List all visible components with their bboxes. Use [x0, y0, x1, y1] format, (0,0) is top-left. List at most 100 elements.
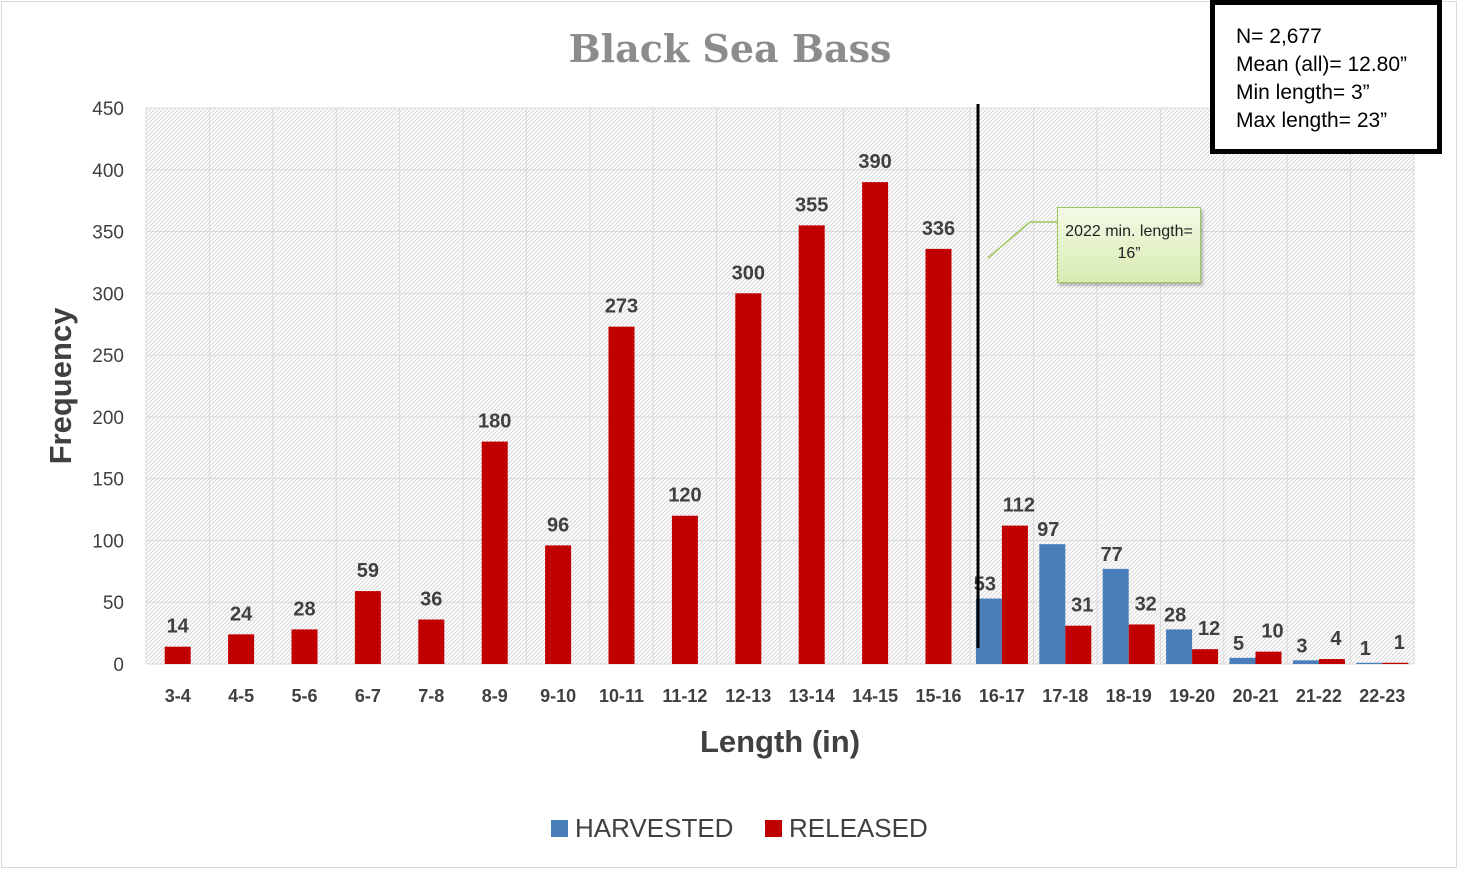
bar-released [1192, 649, 1219, 664]
y-tick-label: 250 [92, 346, 124, 367]
y-tick-label: 0 [113, 655, 124, 676]
bar-harvested [1039, 544, 1066, 664]
bar-released [354, 591, 381, 664]
y-tick-label: 450 [92, 99, 124, 120]
x-tick-label: 3-4 [165, 686, 191, 706]
bar-harvested [1166, 629, 1193, 664]
bar-harvested [1229, 657, 1256, 664]
bar-released [608, 326, 635, 664]
x-tick-label: 14-15 [852, 686, 898, 706]
data-label-released: 390 [858, 151, 891, 173]
data-label-released: 59 [357, 560, 379, 582]
legend: HARVESTED RELEASED [551, 813, 928, 843]
bar-released [1065, 625, 1092, 664]
bar-released [1255, 651, 1282, 664]
callout-leader-line [987, 221, 1031, 259]
bar-released [1382, 662, 1409, 664]
data-label-harvested: 5 [1233, 633, 1244, 655]
legend-swatch-harvested [551, 820, 568, 837]
data-label-released: 31 [1071, 595, 1093, 617]
data-label-harvested: 1 [1360, 638, 1371, 660]
bar-released [481, 441, 508, 664]
x-tick-label: 22-23 [1359, 686, 1405, 706]
x-tick-label: 6-7 [355, 686, 381, 706]
stats-max: Max length= 23” [1236, 109, 1388, 132]
data-label-harvested: 97 [1037, 519, 1059, 541]
data-label-released: 1 [1394, 632, 1405, 654]
bar-released [418, 619, 445, 664]
x-tick-label: 7-8 [418, 686, 444, 706]
chart-title: Black Sea Bass [569, 26, 892, 71]
data-label-harvested: 28 [1164, 604, 1186, 626]
data-label-harvested: 3 [1296, 635, 1307, 657]
y-tick-label: 100 [92, 531, 124, 552]
data-label-released: 336 [922, 218, 955, 240]
bar-harvested [1356, 662, 1383, 664]
data-label-released: 112 [1003, 495, 1035, 517]
x-tick-label: 19-20 [1169, 686, 1215, 706]
x-tick-label: 13-14 [789, 686, 835, 706]
bar-released [291, 629, 318, 664]
grid-layer [145, 107, 1415, 665]
bar-released [925, 248, 952, 664]
data-label-released: 300 [732, 262, 765, 284]
bar-released [671, 515, 698, 664]
x-tick-label: 17-18 [1042, 686, 1088, 706]
bar-released [798, 225, 825, 664]
bar-released [735, 293, 762, 664]
y-tick-label: 350 [92, 223, 124, 244]
labels-layer: 0501001502002503003504004503-4144-5245-6… [92, 99, 1405, 706]
data-label-released: 273 [605, 296, 638, 318]
legend-label-released: RELEASED [789, 813, 928, 843]
x-tick-label: 21-22 [1296, 686, 1342, 706]
bar-harvested [975, 598, 1002, 664]
callout-text: 2022 min. length= 16” [1065, 223, 1193, 262]
y-tick-label: 150 [92, 470, 124, 491]
stats-box: N= 2,677 Mean (all)= 12.80” Min length= … [1210, 0, 1442, 154]
x-tick-label: 9-10 [540, 686, 576, 706]
data-label-released: 355 [795, 194, 828, 216]
x-tick-label: 16-17 [979, 686, 1025, 706]
legend-label-harvested: HARVESTED [575, 813, 733, 843]
x-tick-label: 18-19 [1106, 686, 1152, 706]
y-tick-label: 200 [92, 408, 124, 429]
data-label-released: 4 [1330, 628, 1342, 650]
bar-harvested [1292, 660, 1319, 664]
bar-released [545, 545, 572, 664]
bar-released [1318, 659, 1345, 664]
data-label-released: 10 [1261, 621, 1283, 643]
x-tick-label: 20-21 [1232, 686, 1278, 706]
bar-released [862, 182, 889, 664]
data-label-released: 96 [547, 514, 569, 536]
data-label-released: 14 [167, 616, 190, 638]
data-label-released: 120 [668, 485, 701, 507]
stats-min: Min length= 3” [1236, 81, 1370, 104]
x-tick-label: 8-9 [482, 686, 508, 706]
x-tick-label: 12-13 [725, 686, 771, 706]
x-axis-title: Length (in) [700, 724, 860, 759]
stats-n: N= 2,677 [1236, 25, 1322, 48]
data-label-released: 32 [1135, 593, 1157, 615]
data-label-released: 24 [230, 603, 253, 625]
bar-released [1001, 525, 1028, 664]
y-axis-title: Frequency [43, 307, 78, 465]
bar-released [1128, 624, 1155, 664]
x-tick-label: 4-5 [228, 686, 254, 706]
data-label-released: 28 [293, 598, 315, 620]
data-label-released: 36 [420, 589, 442, 611]
x-tick-label: 15-16 [915, 686, 961, 706]
x-tick-label: 10-11 [599, 686, 644, 706]
x-tick-label: 11-12 [662, 686, 707, 706]
stats-mean: Mean (all)= 12.80” [1236, 53, 1408, 76]
y-tick-label: 300 [92, 284, 124, 305]
bar-released [164, 646, 191, 664]
x-tick-label: 5-6 [291, 686, 317, 706]
bars-layer [164, 182, 1409, 664]
min-length-callout: 2022 min. length= 16” [1057, 207, 1201, 283]
data-label-released: 180 [478, 411, 511, 433]
data-label-harvested: 77 [1101, 544, 1123, 566]
y-tick-label: 50 [103, 593, 124, 614]
